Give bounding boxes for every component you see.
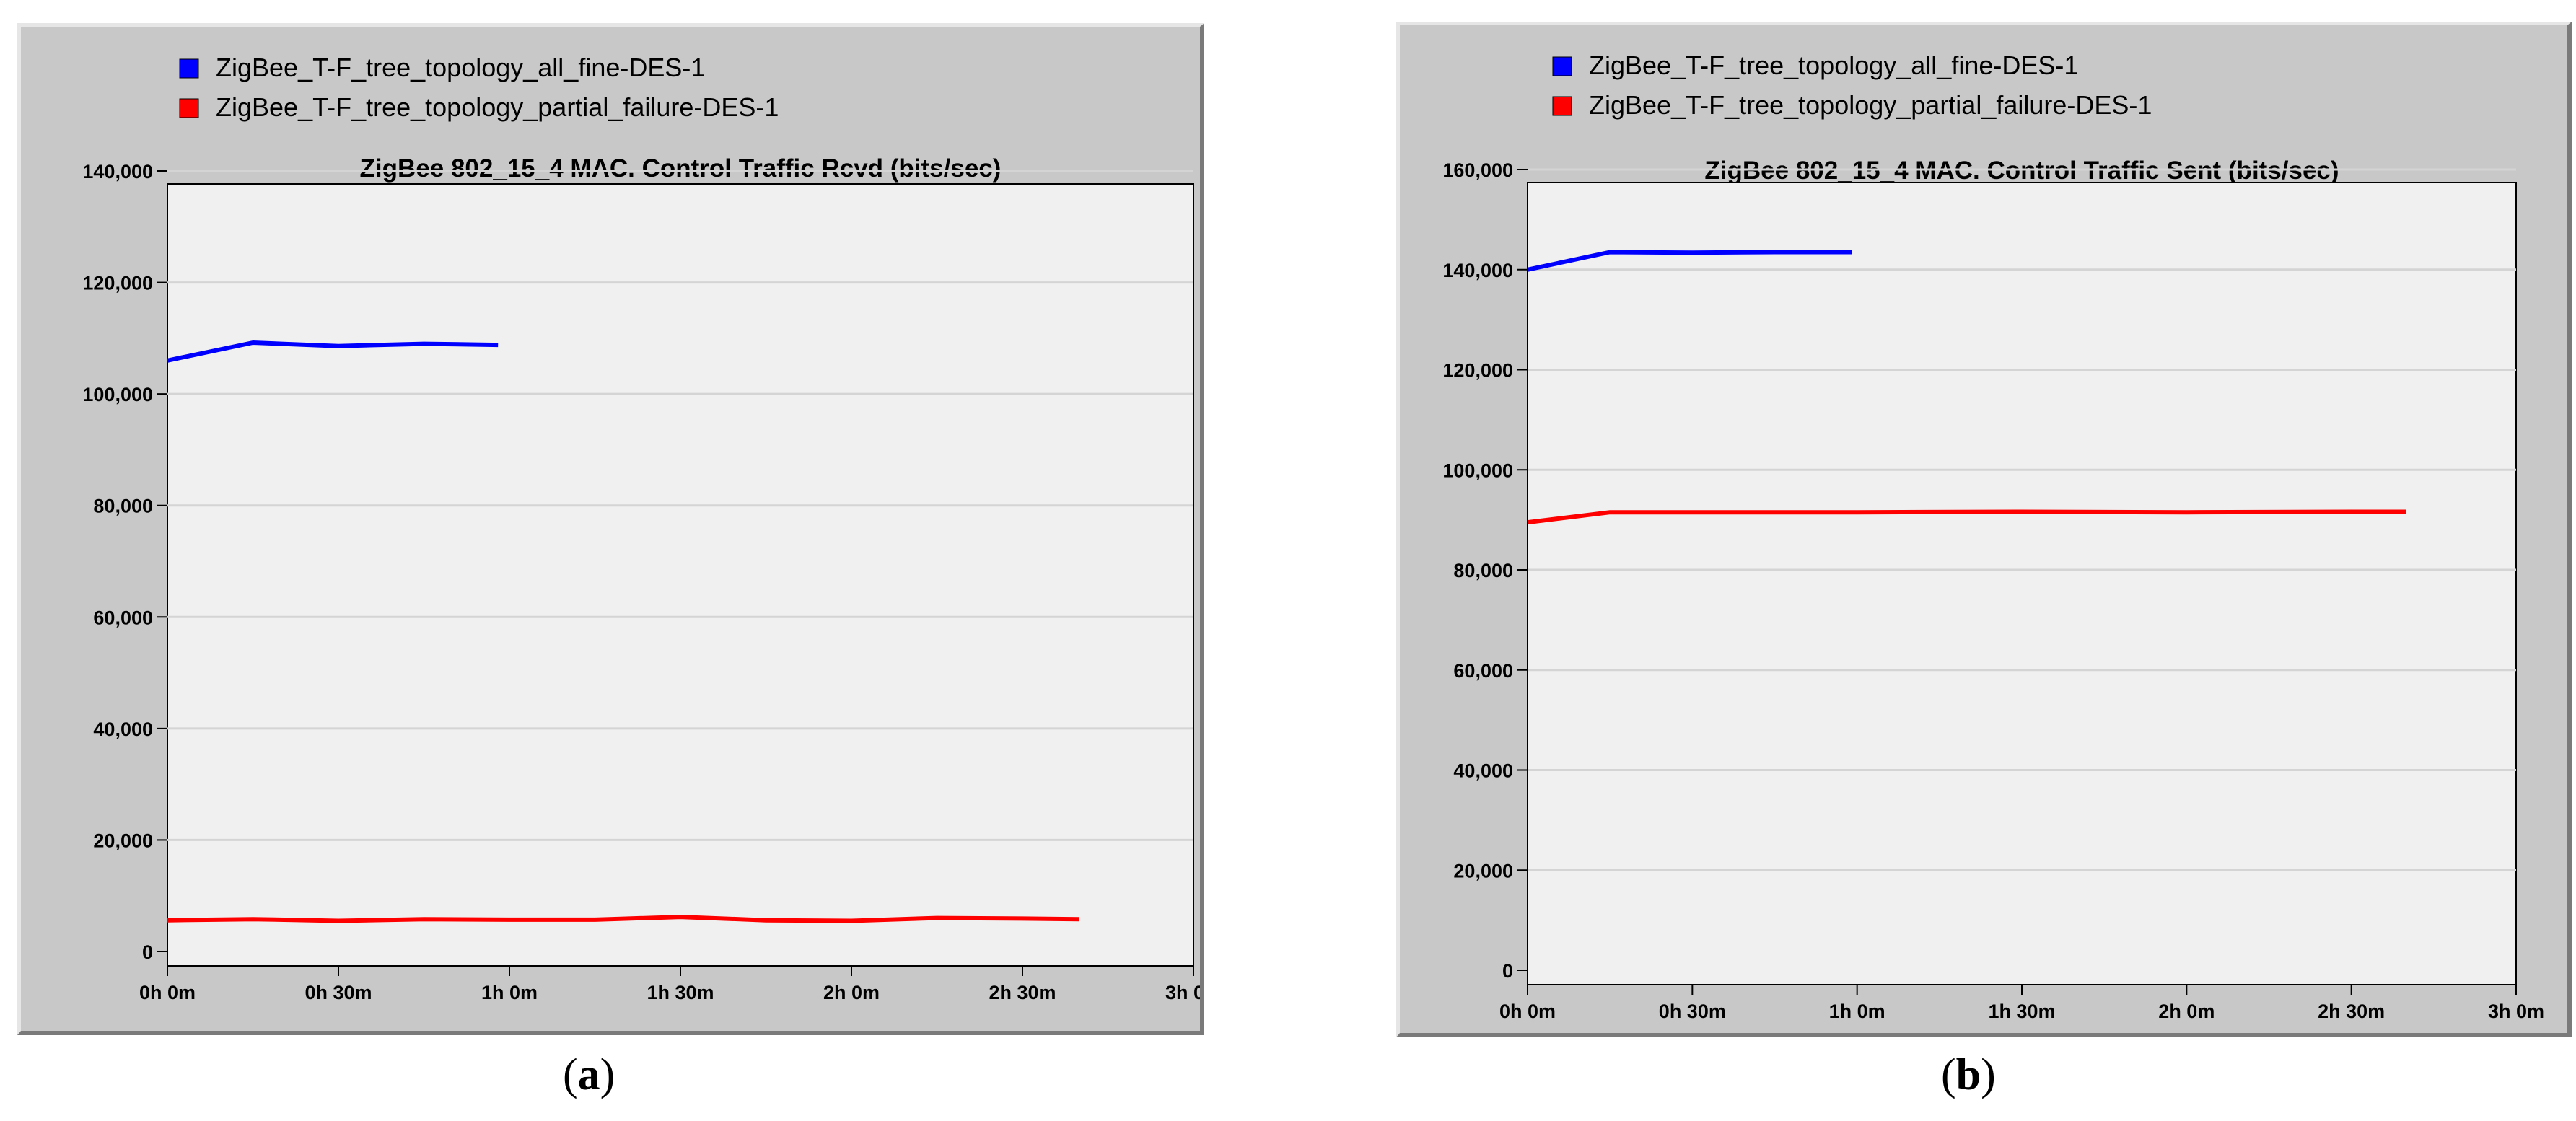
chartb-ytick-label-1: 20,000 [1453, 860, 1513, 882]
charta-xtick-label-6: 3h 0m [1165, 982, 1200, 1003]
chartb-ytick-label-3: 60,000 [1453, 660, 1513, 682]
charta-xtick-label-1: 0h 30m [305, 982, 372, 1003]
chart-panel-b: ZigBee_T-F_tree_topology_all_fine-DES-1 Z… [1396, 22, 2572, 1037]
chart-panel-a: ZigBee_T-F_tree_topology_all_fine-DES-1 Z… [17, 23, 1204, 1035]
charta-legend-label-1: ZigBee_T-F_tree_topology_partial_failure… [216, 92, 779, 122]
charta-ytick-label-3: 60,000 [93, 607, 153, 628]
caption-b: (b) [1941, 1050, 1996, 1099]
chartb-series-line-1 [1527, 509, 2406, 525]
caption-a: (a) [563, 1050, 615, 1099]
charta-xtick-label-2: 1h 0m [481, 982, 538, 1003]
chartb-ytick-label-6: 120,000 [1442, 360, 1513, 382]
charta-xtick-label-4: 2h 0m [823, 982, 880, 1003]
chartb-xtick-label-4: 2h 0m [2158, 1001, 2214, 1022]
chartb-xtick-label-2: 1h 0m [1829, 1001, 1885, 1022]
charta-plot-area [167, 183, 1194, 967]
chartb-xtick-label-5: 2h 30m [2318, 1001, 2385, 1022]
chartb-legend-label-1: ZigBee_T-F_tree_topology_partial_failure… [1589, 90, 2152, 120]
chartb-ytick-label-4: 80,000 [1453, 560, 1513, 581]
caption-letter-b: b [1955, 1050, 1981, 1099]
charta-xtick-label-3: 1h 30m [647, 982, 714, 1003]
charta-xtick-label-0: 0h 0m [139, 982, 196, 1003]
chartb-ytick-label-5: 100,000 [1442, 460, 1513, 481]
charta-legend-swatch-0 [179, 58, 199, 79]
chartb-legend-label-0: ZigBee_T-F_tree_topology_all_fine-DES-1 [1589, 50, 2078, 80]
charta-ytick-label-5: 100,000 [82, 384, 153, 405]
chartb-series-line-0 [1527, 250, 1852, 272]
caption-letter-a: a [577, 1050, 600, 1099]
charta-series-line-1 [167, 915, 1080, 923]
chartb-ytick-label-2: 40,000 [1453, 760, 1513, 782]
charta-legend-swatch-1 [179, 98, 199, 118]
chart-svg-a: ZigBee_T-F_tree_topology_all_fine-DES-1 Z… [82, 53, 1200, 1003]
chartb-legend-swatch-0 [1552, 56, 1572, 76]
charta-series-line-0 [167, 340, 499, 363]
chartb-plot-area [1527, 182, 2517, 985]
charta-ytick-label-4: 80,000 [93, 496, 153, 517]
chart-svg-b: ZigBee_T-F_tree_topology_all_fine-DES-1 Z… [1442, 50, 2544, 1022]
chartb-xtick-label-1: 0h 30m [1659, 1001, 1726, 1022]
chartb-ytick-label-7: 140,000 [1442, 260, 1513, 281]
charta-ytick-label-1: 20,000 [93, 830, 153, 851]
chartb-ytick-label-8: 160,000 [1442, 159, 1513, 181]
charta-legend-label-0: ZigBee_T-F_tree_topology_all_fine-DES-1 [216, 53, 705, 82]
chartb-xtick-label-0: 0h 0m [1499, 1001, 1556, 1022]
charta-xtick-label-5: 2h 30m [989, 982, 1056, 1003]
charta-ytick-label-7: 140,000 [82, 161, 153, 183]
chartb-ytick-label-0: 0 [1502, 960, 1513, 982]
charta-ytick-label-6: 120,000 [82, 273, 153, 294]
charta-ytick-label-2: 40,000 [93, 718, 153, 740]
charta-ytick-label-0: 0 [142, 941, 153, 963]
chartb-xtick-label-6: 3h 0m [2488, 1001, 2544, 1022]
chartb-legend-swatch-1 [1552, 96, 1572, 116]
chartb-xtick-label-3: 1h 30m [1988, 1001, 2055, 1022]
charta-title: ZigBee 802_15_4 MAC. Control Traffic Rcv… [360, 154, 1002, 183]
